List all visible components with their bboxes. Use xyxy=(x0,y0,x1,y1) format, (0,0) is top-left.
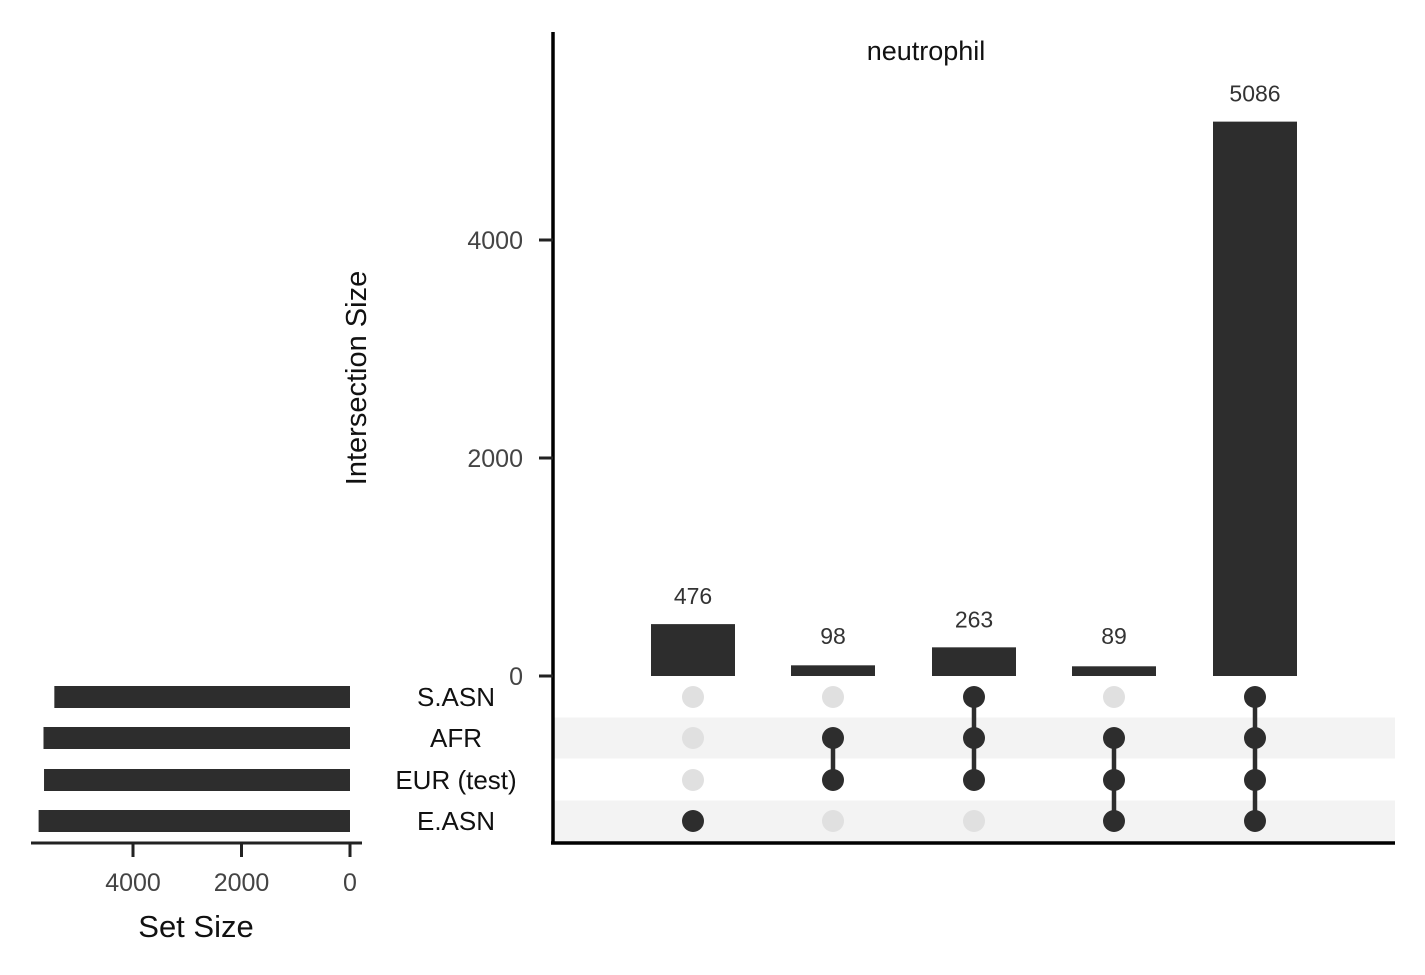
intersection-value-label: 89 xyxy=(1101,623,1127,649)
intersection-size-axis: 0 2000 4000 xyxy=(467,32,1395,845)
intersection-bar xyxy=(651,624,735,676)
matrix-dot-inactive xyxy=(822,686,844,708)
intersection-value-label: 476 xyxy=(674,583,712,609)
matrix-dot-active xyxy=(1103,810,1125,832)
set-size-tick-label: 4000 xyxy=(105,869,161,897)
intersection-bar xyxy=(932,647,1016,676)
set-label: E.ASN xyxy=(417,806,495,836)
y-tick-label: 2000 xyxy=(467,445,523,473)
matrix-dot-active xyxy=(1244,769,1266,791)
set-label: AFR xyxy=(430,723,482,753)
matrix-dot-active xyxy=(963,727,985,749)
set-label: EUR (test) xyxy=(395,765,516,795)
intersection-value-label: 263 xyxy=(955,606,993,632)
intersection-size-axis-label: Intersection Size xyxy=(341,271,373,485)
set-size-bar xyxy=(54,686,351,708)
matrix-dot-active xyxy=(963,686,985,708)
matrix-dot-active xyxy=(682,810,704,832)
matrix-dot-inactive xyxy=(822,810,844,832)
intersection-bar xyxy=(1213,121,1297,677)
set-size-tick-label: 2000 xyxy=(214,869,270,897)
matrix-dot-inactive xyxy=(682,727,704,749)
intersection-value-label: 98 xyxy=(820,623,846,649)
matrix-dot-active xyxy=(822,769,844,791)
matrix-dot-active xyxy=(1103,727,1125,749)
matrix-dot-active xyxy=(822,727,844,749)
set-size-bar xyxy=(38,810,350,832)
set-size-bar xyxy=(43,727,351,749)
matrix-dot-active xyxy=(1244,727,1266,749)
y-tick-label: 0 xyxy=(509,663,523,691)
intersection-bars: 476 98 263 89 5086 xyxy=(651,81,1297,677)
matrix-dot-inactive xyxy=(1103,686,1125,708)
matrix-dot-active xyxy=(1244,686,1266,708)
intersection-bar xyxy=(791,665,875,676)
set-label: S.ASN xyxy=(417,682,495,712)
set-size-axis-label: Set Size xyxy=(138,909,253,944)
set-size-bar xyxy=(44,769,350,791)
y-tick-label: 4000 xyxy=(467,227,523,255)
set-labels: S.ASN AFR EUR (test) E.ASN xyxy=(395,682,516,836)
matrix-dot-active xyxy=(1103,769,1125,791)
matrix-dot-inactive xyxy=(963,810,985,832)
set-size-axis: 4000 2000 0 xyxy=(31,841,362,897)
chart-title: neutrophil xyxy=(867,36,986,66)
matrix-dot-inactive xyxy=(682,686,704,708)
matrix-dot-inactive xyxy=(682,769,704,791)
set-size-tick-label: 0 xyxy=(343,869,357,897)
matrix-dot-active xyxy=(963,769,985,791)
matrix-dot-active xyxy=(1244,810,1266,832)
intersection-value-label: 5086 xyxy=(1229,81,1280,107)
set-size-bars xyxy=(38,686,351,832)
intersection-matrix xyxy=(682,686,1266,832)
intersection-bar xyxy=(1072,666,1156,676)
